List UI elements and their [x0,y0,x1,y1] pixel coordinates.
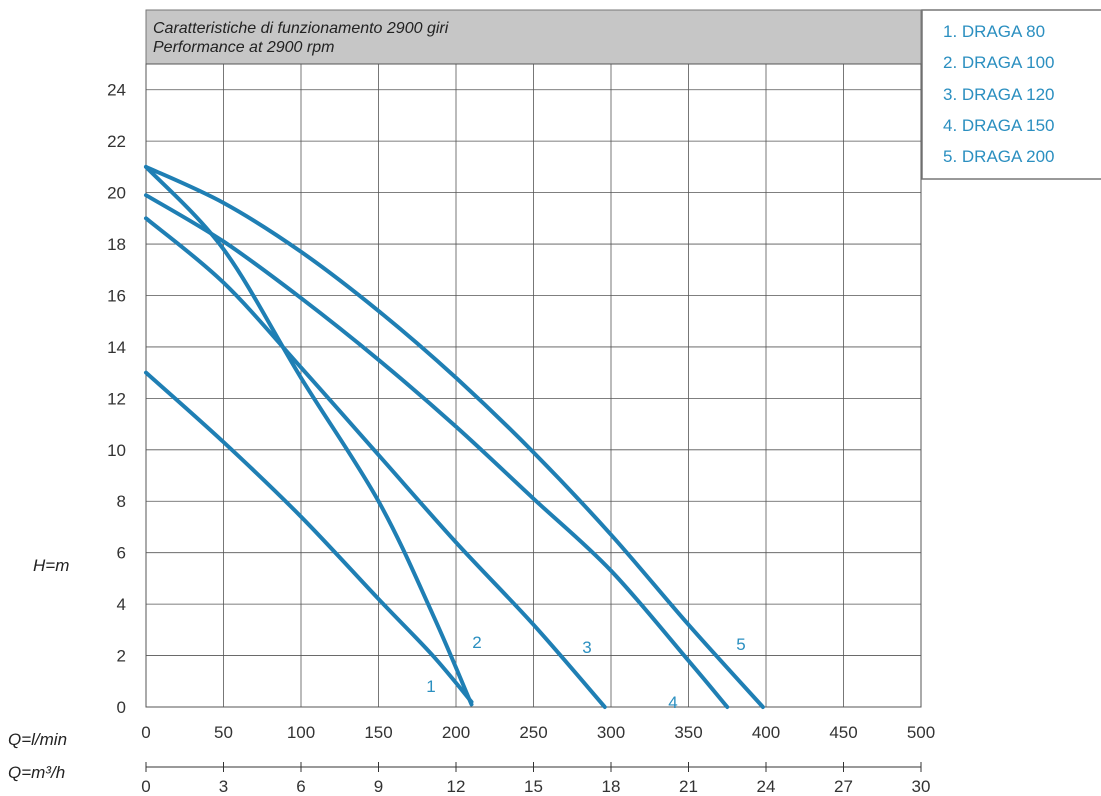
x-axis-label-m3h: Q=m³/h [8,763,65,782]
chart-subtitle: Performance at 2900 rpm [153,39,334,56]
legend-item-3: 3. DRAGA 120 [943,85,1055,104]
y-tick-label: 16 [107,286,126,305]
legend-box [921,9,1101,180]
y-tick-label: 4 [117,595,126,614]
x2-tick-label: 0 [141,777,150,796]
secondary-x-axis: 0 3 6 9 12 15 18 21 24 27 30 [141,762,930,796]
curve-2 [144,164,474,707]
curve-labels: 1 2 3 4 5 [426,633,745,712]
legend: 1. DRAGA 80 2. DRAGA 100 3. DRAGA 120 4.… [921,9,1101,180]
curve-label-5: 5 [736,635,745,654]
x2-tick-label: 21 [679,777,698,796]
x-tick-label: 300 [597,723,625,742]
y-tick-label: 20 [107,184,126,203]
x2-tick-label: 18 [602,777,621,796]
curve-5 [144,164,765,709]
y-tick-label: 8 [117,492,126,511]
y-tick-label: 14 [107,338,126,357]
y-tick-label: 18 [107,235,126,254]
x-axis-label-lmin: Q=l/min [8,730,67,749]
curve-label-1: 1 [426,677,435,696]
y-tick-label: 24 [107,81,126,100]
pump-curves [144,164,765,709]
x2-tick-label: 24 [757,777,776,796]
x2-tick-label: 30 [912,777,931,796]
x-tick-label: 250 [519,723,547,742]
curve-label-2: 2 [472,633,481,652]
x-tick-label: 150 [364,723,392,742]
x-tick-label: 100 [287,723,315,742]
curve-4 [144,193,730,709]
x-tick-label: 450 [829,723,857,742]
y-axis-label: H=m [33,556,69,575]
x-tick-label: 350 [674,723,702,742]
x-tick-label: 200 [442,723,470,742]
x2-tick-label: 3 [219,777,228,796]
x2-tick-label: 15 [524,777,543,796]
x-axis-ticks: 0 50 100 150 200 250 300 350 400 450 500 [141,723,935,742]
grid-lines [145,63,922,708]
curve-3 [144,216,607,709]
legend-item-2: 2. DRAGA 100 [943,53,1055,72]
y-tick-label: 12 [107,389,126,408]
x-tick-label: 400 [752,723,780,742]
curve-1 [144,370,474,704]
x2-tick-label: 6 [296,777,305,796]
x-tick-label: 0 [141,723,150,742]
chart-title: Caratteristiche di funzionamento 2900 gi… [153,20,449,37]
x-tick-label: 50 [214,723,233,742]
y-tick-label: 10 [107,441,126,460]
y-tick-label: 0 [117,698,126,717]
legend-item-4: 4. DRAGA 150 [943,116,1055,135]
x-tick-label: 500 [907,723,935,742]
title-band [145,9,922,65]
y-tick-label: 2 [117,647,126,666]
x2-tick-label: 12 [447,777,466,796]
x2-tick-label: 9 [374,777,383,796]
x2-tick-label: 27 [834,777,853,796]
legend-item-5: 5. DRAGA 200 [943,147,1055,166]
curve-label-3: 3 [582,638,591,657]
curve-label-4: 4 [668,693,677,712]
y-tick-label: 6 [117,544,126,563]
legend-item-1: 1. DRAGA 80 [943,22,1045,41]
y-tick-label: 22 [107,132,126,151]
